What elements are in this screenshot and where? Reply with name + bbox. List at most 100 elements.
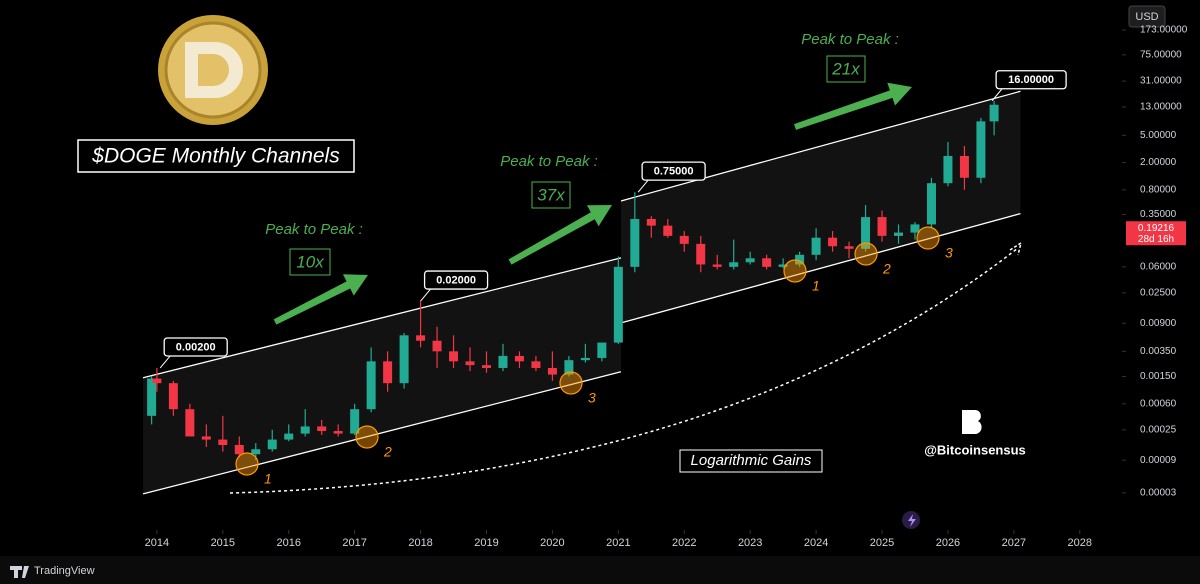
annotation-text: Peak to Peak : xyxy=(801,31,899,48)
touch-circle xyxy=(559,371,583,395)
peak-box xyxy=(641,161,706,181)
x-tick-label: 2028 xyxy=(1068,537,1092,549)
candle-body xyxy=(383,361,393,384)
arrow xyxy=(273,274,368,325)
candle-body xyxy=(416,335,426,341)
multiple-box xyxy=(826,55,866,83)
watermark: @Bitcoinsensus xyxy=(924,442,1026,457)
y-tick-label: 0.35000 xyxy=(1140,209,1177,220)
peak-box xyxy=(423,270,489,290)
watermark-logo xyxy=(962,410,982,434)
y-tick-label: 0.00350 xyxy=(1140,346,1177,357)
candle-body xyxy=(168,383,178,410)
candle-body xyxy=(663,225,673,236)
channel-line xyxy=(620,212,1021,324)
candle-body xyxy=(778,264,788,267)
curve-label-box xyxy=(679,449,823,473)
candle-body xyxy=(795,254,805,265)
title-box xyxy=(77,139,355,173)
x-tick-label: 2016 xyxy=(276,537,300,549)
candle-body xyxy=(745,258,755,263)
x-tick-label: 2022 xyxy=(672,537,696,549)
y-tick-label: 0.80000 xyxy=(1140,184,1177,195)
candle-body xyxy=(646,218,656,226)
peak-stem xyxy=(159,355,171,369)
x-tick-label: 2017 xyxy=(342,537,366,549)
peak-stem xyxy=(420,288,431,302)
candle-body xyxy=(926,183,936,225)
trend-curve-head xyxy=(1009,241,1023,256)
x-tick-label: 2027 xyxy=(1002,537,1026,549)
peak-box xyxy=(995,70,1067,90)
candle-body xyxy=(147,378,157,416)
multiple-box xyxy=(289,248,331,276)
arrow xyxy=(794,82,912,130)
channel-line xyxy=(142,371,622,495)
logo xyxy=(158,15,268,125)
touch-label: 1 xyxy=(264,471,272,487)
touch-circle xyxy=(235,452,259,476)
touch-label: 3 xyxy=(945,245,953,261)
x-tick-label: 2015 xyxy=(211,537,235,549)
multiple-text: 21x xyxy=(831,59,860,78)
logo-face xyxy=(164,21,262,119)
multiple-text: 37x xyxy=(537,185,565,204)
x-tick-label: 2019 xyxy=(474,537,498,549)
assistant-bolt xyxy=(908,514,916,527)
candle-body xyxy=(712,264,722,267)
last-price: 0.19216 xyxy=(1138,223,1175,234)
candle-body xyxy=(910,224,920,233)
channel-fill xyxy=(143,257,621,494)
currency-button[interactable] xyxy=(1128,5,1166,28)
candle-body xyxy=(152,378,162,384)
candle-body xyxy=(432,340,442,352)
candle-body xyxy=(580,357,590,361)
touch-label: 2 xyxy=(882,261,891,277)
candle-body xyxy=(498,355,508,368)
candle-body xyxy=(729,262,739,267)
candle-body xyxy=(531,361,541,368)
candle-body xyxy=(989,104,999,122)
candle-body xyxy=(844,246,854,249)
candle-body xyxy=(762,258,772,267)
candle-body xyxy=(317,426,327,432)
countdown: 28d 16h xyxy=(1138,234,1174,245)
channel-line xyxy=(620,90,1021,202)
candle-body xyxy=(894,232,904,236)
candle-body xyxy=(547,367,557,375)
candle-body xyxy=(218,439,228,445)
candle-body xyxy=(284,433,294,440)
peak-box xyxy=(163,337,228,357)
candle-body xyxy=(696,243,706,265)
x-tick-label: 2025 xyxy=(870,537,894,549)
candle-body xyxy=(399,335,409,384)
touch-circle xyxy=(916,226,940,250)
curve-label: Logarithmic Gains xyxy=(691,452,812,469)
candle-body xyxy=(564,360,574,375)
currency-label: USD xyxy=(1135,11,1158,23)
footer-bar xyxy=(0,556,1200,584)
peak-label: 0.75000 xyxy=(654,166,694,178)
y-tick-label: 2.00000 xyxy=(1140,157,1177,168)
y-tick-label: 0.00025 xyxy=(1140,424,1177,435)
y-tick-label: 5.00000 xyxy=(1140,130,1177,141)
y-tick-label: 0.00009 xyxy=(1140,455,1177,466)
y-tick-label: 13.00000 xyxy=(1140,102,1182,113)
peak-label: 0.02000 xyxy=(436,274,476,286)
candle-body xyxy=(300,426,310,434)
y-tick-label: 0.02500 xyxy=(1140,288,1177,299)
candle-body xyxy=(976,121,986,178)
candle-body xyxy=(234,444,244,455)
multiple-box xyxy=(531,181,571,209)
touch-circle xyxy=(854,242,878,266)
candle-body xyxy=(613,266,623,343)
candle-body xyxy=(811,237,821,255)
candle-body xyxy=(350,409,360,434)
brand: TradingView xyxy=(34,565,95,577)
x-tick-label: 2020 xyxy=(540,537,564,549)
candle-body xyxy=(267,439,277,450)
candle-body xyxy=(877,217,887,236)
peak-stem xyxy=(991,88,1003,102)
touch-label: 3 xyxy=(588,390,596,406)
